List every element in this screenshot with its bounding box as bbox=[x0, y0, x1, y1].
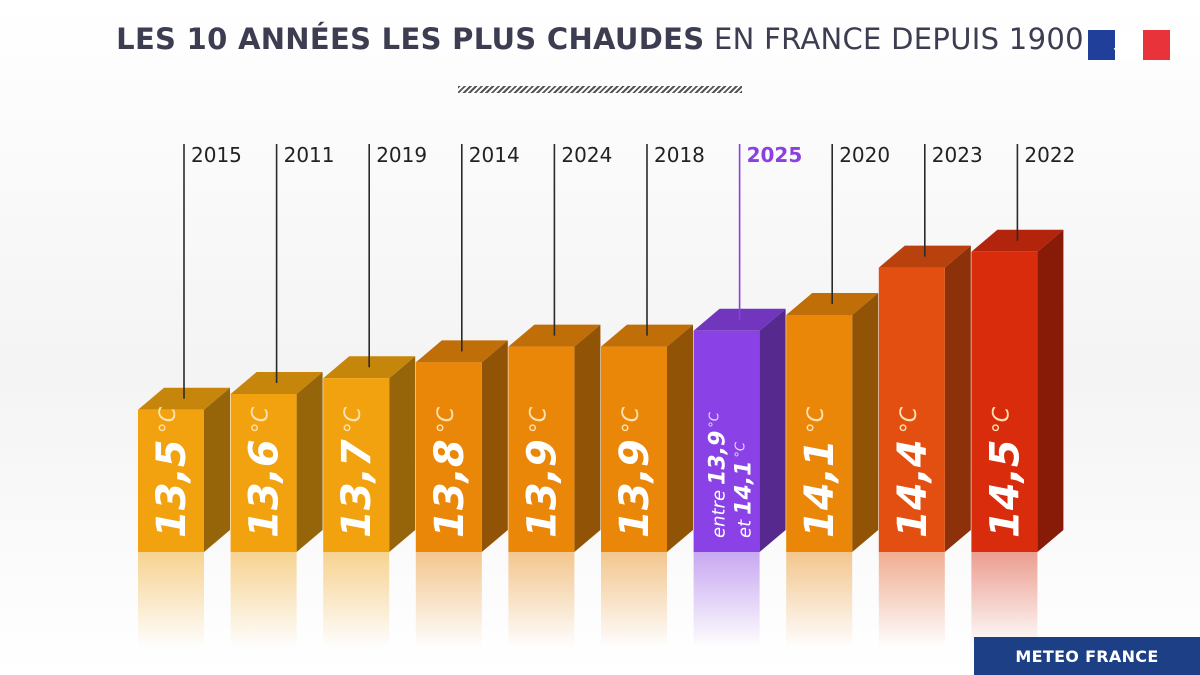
bar-front-2015 bbox=[138, 409, 204, 552]
bar-2022: 2022 14,5°C bbox=[971, 143, 1075, 647]
bar-2011: 2011 13,6°C bbox=[230, 143, 335, 647]
bar-side-2023 bbox=[944, 245, 971, 552]
meteo-france-brand: METEO FRANCE bbox=[974, 637, 1200, 675]
title-bold-part: LES 10 ANNÉES LES PLUS CHAUDES bbox=[116, 22, 705, 56]
year-label-2015: 2015 bbox=[191, 143, 242, 167]
year-label-2022: 2022 bbox=[1024, 143, 1075, 167]
bar-reflection-2018 bbox=[601, 552, 667, 647]
year-label-2023: 2023 bbox=[932, 143, 983, 167]
title-light-part: EN FRANCE DEPUIS 1900 bbox=[713, 22, 1084, 56]
bar-2018: 2018 13,9°C bbox=[601, 143, 705, 647]
bar-front-2024 bbox=[508, 346, 575, 552]
bar-front-2018 bbox=[601, 346, 667, 552]
year-label-2018: 2018 bbox=[654, 143, 705, 167]
value-label-2020: 14,1°C bbox=[797, 406, 843, 538]
bar-side-2014 bbox=[481, 340, 508, 552]
year-label-2019: 2019 bbox=[376, 143, 427, 167]
bar-side-2015 bbox=[204, 387, 230, 552]
value-label-2024: 13,9°C bbox=[519, 406, 565, 538]
year-label-2025: 2025 bbox=[747, 143, 803, 167]
bar-2024: 2024 13,9°C bbox=[508, 143, 612, 647]
value-label-2023: 14,4°C bbox=[890, 406, 936, 538]
bar-front-2011 bbox=[230, 394, 297, 552]
year-label-2020: 2020 bbox=[839, 143, 890, 167]
value-label-2019: 13,7°C bbox=[334, 406, 380, 538]
value-label-2025-line2: et14,1°C bbox=[732, 441, 757, 538]
year-label-2014: 2014 bbox=[469, 143, 520, 167]
bar-side-2019 bbox=[389, 356, 416, 552]
bar-2015: 2015 13,5°C bbox=[138, 143, 242, 647]
bar-reflection-2015 bbox=[138, 552, 204, 647]
value-label-2011: 13,6°C bbox=[242, 406, 288, 538]
bar-front-2023 bbox=[878, 267, 945, 552]
bar-side-2018 bbox=[667, 324, 693, 552]
bar-side-2024 bbox=[574, 324, 601, 552]
bar-reflection-2024 bbox=[508, 552, 575, 647]
value-label-2014: 13,8°C bbox=[427, 406, 473, 538]
bar-reflection-2023 bbox=[878, 552, 945, 647]
bar-side-2022 bbox=[1037, 229, 1064, 553]
chart-title: LES 10 ANNÉES LES PLUS CHAUDES EN FRANCE… bbox=[0, 22, 1200, 56]
bar-front-2025 bbox=[693, 330, 760, 552]
french-flag-logo bbox=[1088, 30, 1170, 60]
bar-side-2011 bbox=[296, 372, 323, 552]
title-underline bbox=[458, 86, 742, 93]
bar-front-2014 bbox=[415, 362, 482, 552]
bar-side-2020 bbox=[852, 293, 879, 552]
year-label-2024: 2024 bbox=[561, 143, 612, 167]
value-label-2025-line1: entre13,9°C bbox=[706, 411, 731, 538]
bar-reflection-2014 bbox=[415, 552, 482, 647]
bar-front-2022 bbox=[971, 251, 1038, 553]
bar-reflection-2019 bbox=[323, 552, 390, 647]
marianne-icon bbox=[1113, 37, 1140, 55]
bar-front-2019 bbox=[323, 378, 390, 552]
bar-side-2025 bbox=[759, 308, 786, 552]
bar-2019: 2019 13,7°C bbox=[323, 143, 427, 647]
value-label-2022: 14,5°C bbox=[982, 406, 1028, 538]
bar-reflection-2011 bbox=[230, 552, 297, 647]
value-label-2018: 13,9°C bbox=[612, 406, 658, 538]
bar-reflection-2025 bbox=[693, 552, 760, 647]
bar-2023: 2023 14,4°C bbox=[878, 143, 983, 647]
bar-reflection-2022 bbox=[971, 552, 1038, 647]
bar-2014: 2014 13,8°C bbox=[415, 143, 520, 647]
bar-front-2020 bbox=[786, 315, 853, 552]
year-label-2011: 2011 bbox=[284, 143, 335, 167]
bar-2020: 2020 14,1°C bbox=[786, 143, 890, 647]
bar-reflection-2020 bbox=[786, 552, 853, 647]
value-label-2015: 13,5°C bbox=[149, 406, 195, 538]
